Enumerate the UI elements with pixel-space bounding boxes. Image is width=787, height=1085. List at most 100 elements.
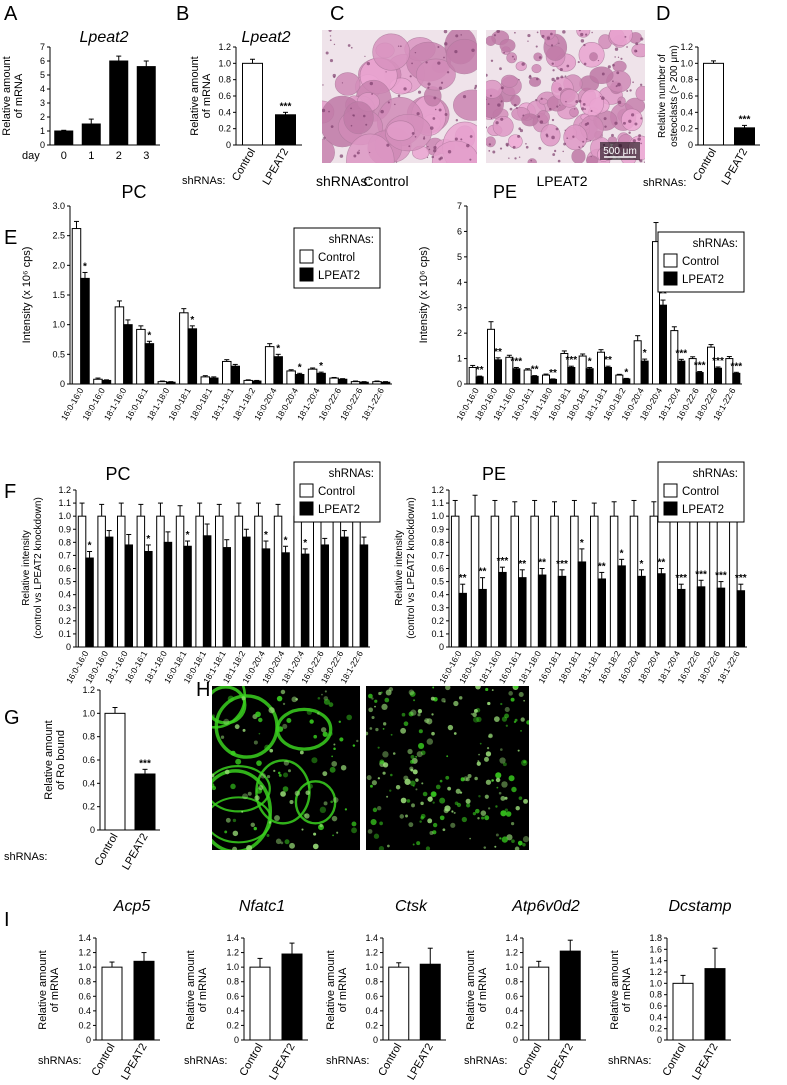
fluorescent-speck bbox=[260, 773, 266, 779]
fluorescent-speck bbox=[377, 806, 382, 811]
nucleus-dot bbox=[486, 73, 488, 77]
fluorescent-speck bbox=[513, 686, 519, 689]
nucleus-dot bbox=[397, 94, 401, 98]
bar-lpeat2-14 bbox=[359, 544, 369, 648]
nucleus-dot bbox=[638, 134, 642, 138]
fluorescent-speck bbox=[420, 750, 426, 756]
stained-cell bbox=[621, 108, 643, 132]
legend: shRNAs: Control LPEAT2 bbox=[293, 461, 381, 523]
fluorescent-speck bbox=[383, 722, 387, 726]
nucleus-dot bbox=[563, 142, 567, 146]
bar-lpeat2-4 bbox=[166, 381, 176, 385]
nucleus-dot bbox=[582, 103, 586, 106]
fluorescent-speck bbox=[422, 791, 428, 797]
nucleus-dot bbox=[614, 56, 616, 58]
bar-value-3 bbox=[136, 66, 156, 146]
fluorescent-speck bbox=[486, 747, 490, 750]
bar-value-0 bbox=[54, 130, 74, 146]
fluorescent-speck bbox=[305, 790, 311, 796]
fluorescent-speck bbox=[427, 796, 433, 802]
y-tick-label: 0.6 bbox=[78, 991, 91, 1001]
y-axis-label: of mRNA bbox=[197, 967, 209, 1012]
fluorescent-speck bbox=[427, 818, 433, 824]
nucleus-dot bbox=[325, 51, 329, 55]
bar-control-4 bbox=[530, 515, 539, 648]
nucleus-dot bbox=[508, 157, 510, 159]
stained-cell bbox=[631, 43, 645, 58]
nucleus-dot bbox=[514, 31, 516, 34]
legend-label-control: Control bbox=[682, 256, 719, 268]
significance-mark: * bbox=[588, 356, 592, 367]
fluorescent-speck bbox=[496, 786, 499, 789]
fluorescent-speck bbox=[276, 695, 283, 702]
bar-lpeat2-9 bbox=[640, 360, 649, 385]
stained-cell bbox=[486, 136, 496, 148]
fluorescent-speck bbox=[368, 693, 373, 699]
significance-mark: * bbox=[276, 343, 280, 354]
nucleus-dot bbox=[333, 76, 336, 79]
nucleus-dot bbox=[607, 65, 611, 69]
fluorescent-speck bbox=[320, 727, 327, 733]
bar-lpeat2-8 bbox=[617, 565, 626, 648]
fluorescent-speck bbox=[510, 697, 515, 702]
fluorescent-speck bbox=[275, 838, 282, 845]
fluorescent-speck bbox=[408, 711, 414, 717]
nucleus-dot bbox=[425, 61, 428, 64]
nucleus-dot bbox=[322, 84, 324, 86]
nucleus-dot bbox=[632, 81, 634, 84]
stained-cell bbox=[507, 134, 523, 149]
bar-value-0 bbox=[672, 982, 694, 1041]
bar-control-12 bbox=[689, 515, 698, 648]
fluorescent-speck bbox=[439, 815, 445, 821]
bar-value-0 bbox=[242, 62, 263, 146]
fluorescent-speck bbox=[369, 727, 373, 730]
fluorescent-speck bbox=[372, 807, 378, 813]
bar-control-10 bbox=[286, 370, 296, 385]
fluorescent-speck bbox=[352, 744, 356, 747]
nucleus-dot bbox=[603, 117, 607, 121]
legend-label-lpeat2: LPEAT2 bbox=[318, 270, 360, 282]
bar-control-8 bbox=[609, 515, 619, 648]
fluorescent-speck bbox=[282, 702, 286, 706]
nucleus-dot bbox=[371, 93, 373, 95]
nucleus-dot bbox=[322, 108, 326, 113]
shrnas-label: shRNAs: bbox=[184, 1055, 227, 1067]
fluorescent-speck bbox=[375, 727, 379, 732]
fluorescence-background bbox=[366, 686, 529, 850]
bar-control-9 bbox=[629, 515, 639, 648]
nucleus-dot bbox=[414, 51, 417, 54]
fluorescent-speck bbox=[333, 747, 336, 750]
fluorescent-speck bbox=[256, 760, 262, 766]
significance-mark: * bbox=[146, 534, 150, 545]
image-layer: 500 μm bbox=[212, 30, 645, 850]
bar-lpeat2-2 bbox=[123, 324, 133, 385]
fluorescent-speck bbox=[346, 714, 352, 721]
bar-control-8 bbox=[243, 379, 253, 385]
nucleus-dot bbox=[644, 161, 645, 163]
nucleus-dot bbox=[617, 100, 622, 105]
fluorescent-speck bbox=[450, 822, 456, 828]
nucleus-dot bbox=[469, 158, 472, 161]
nucleus-dot bbox=[550, 44, 554, 47]
fluorescent-speck bbox=[453, 811, 456, 814]
fluorescent-speck bbox=[465, 798, 471, 804]
bar-control-11 bbox=[307, 368, 318, 385]
shrnas-label: shRNAs: bbox=[182, 175, 225, 187]
fluorescent-speck bbox=[526, 720, 529, 725]
fluorescent-speck bbox=[351, 827, 357, 834]
stained-cell bbox=[343, 101, 374, 135]
nucleus-dot bbox=[620, 57, 623, 60]
fluorescent-speck bbox=[412, 769, 418, 775]
y-axis-label: (control vs LPEAT2 knockdown) bbox=[33, 497, 44, 639]
fluorescent-speck bbox=[455, 788, 461, 794]
y-axis-label: Relative amount bbox=[185, 950, 197, 1030]
nucleus-dot bbox=[582, 145, 584, 148]
nucleus-dot bbox=[584, 123, 588, 126]
chart-I_Acp5: 0 0.2 0.4 0.6 0.8 1.0 1.2 1.4 Acp5 Relative amoun… bbox=[37, 898, 160, 1082]
x-tick-label: Control bbox=[92, 832, 120, 869]
nucleus-dot bbox=[548, 107, 552, 111]
panel-letter-a: A bbox=[4, 3, 18, 25]
significance-mark: * bbox=[284, 535, 288, 546]
bar-lpeat2-7 bbox=[230, 365, 240, 385]
y-tick-label: 0.2 bbox=[680, 124, 693, 134]
